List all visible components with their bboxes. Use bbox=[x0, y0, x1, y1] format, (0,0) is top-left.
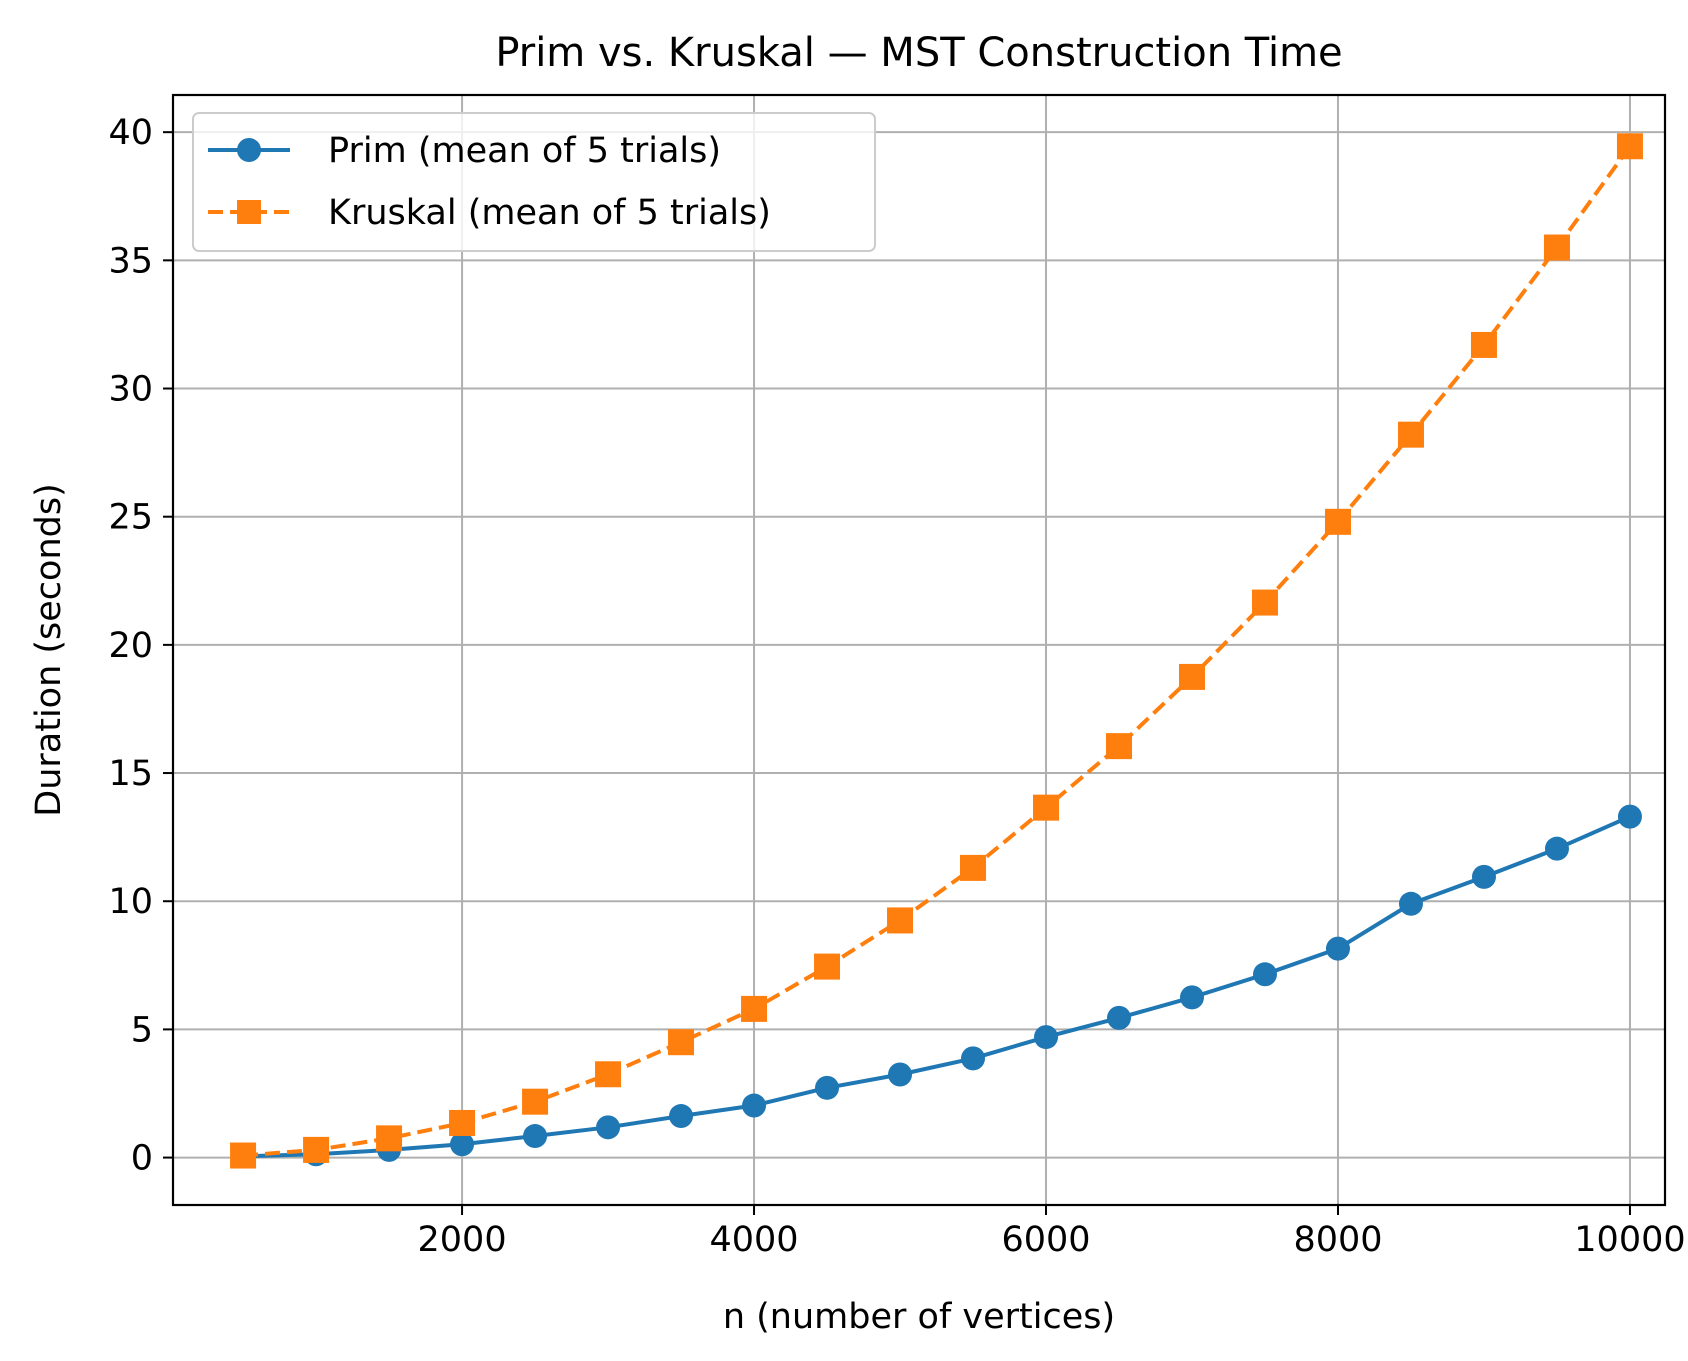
x-axis-label: n (number of vertices) bbox=[723, 1297, 1115, 1337]
data-point-kruskal bbox=[230, 1142, 257, 1169]
data-point-kruskal bbox=[668, 1029, 695, 1056]
axes-frame bbox=[171, 93, 1667, 1207]
data-point-kruskal bbox=[1251, 589, 1278, 616]
data-point-prim bbox=[1179, 985, 1204, 1010]
y-tick-label: 5 bbox=[131, 1010, 153, 1050]
y-tick-label: 30 bbox=[108, 370, 153, 410]
y-tick-label: 40 bbox=[108, 113, 153, 153]
data-point-prim bbox=[1325, 936, 1350, 961]
data-point-prim bbox=[450, 1132, 475, 1157]
x-tick-label: 4000 bbox=[709, 1220, 798, 1260]
data-point-prim bbox=[1398, 891, 1423, 916]
y-tick-label: 15 bbox=[108, 754, 153, 794]
grid bbox=[173, 95, 1665, 1205]
data-point-kruskal bbox=[1470, 331, 1497, 358]
data-point-kruskal bbox=[303, 1136, 330, 1163]
data-point-prim bbox=[523, 1124, 548, 1149]
data-point-prim bbox=[1471, 864, 1496, 889]
legend-marker-prim bbox=[237, 138, 261, 162]
data-point-prim bbox=[1617, 804, 1642, 829]
data-point-prim bbox=[815, 1075, 840, 1100]
data-point-kruskal bbox=[814, 953, 841, 980]
y-tick-label: 35 bbox=[108, 241, 153, 281]
data-point-kruskal bbox=[595, 1061, 622, 1088]
y-axis-label: Duration (seconds) bbox=[29, 483, 69, 817]
legend-box bbox=[192, 112, 876, 252]
data-point-kruskal bbox=[449, 1109, 476, 1136]
data-point-prim bbox=[1252, 962, 1277, 987]
data-point-kruskal bbox=[1397, 421, 1424, 448]
legend-label-prim: Prim (mean of 5 trials) bbox=[328, 131, 721, 171]
data-point-prim bbox=[961, 1046, 986, 1071]
data-point-kruskal bbox=[376, 1125, 403, 1152]
y-tick-label: 20 bbox=[108, 626, 153, 666]
data-point-prim bbox=[1034, 1025, 1059, 1050]
data-point-kruskal bbox=[1033, 794, 1060, 821]
x-tick-label: 8000 bbox=[1293, 1220, 1382, 1260]
legend-label-kruskal: Kruskal (mean of 5 trials) bbox=[328, 193, 771, 233]
x-tick-label: 10000 bbox=[1574, 1220, 1685, 1260]
series-line-prim bbox=[243, 814, 1631, 1159]
legend: Prim (mean of 5 trials) Kruskal (mean of… bbox=[192, 112, 876, 252]
plot-area bbox=[230, 133, 1643, 1169]
data-point-kruskal bbox=[1616, 133, 1643, 160]
data-point-kruskal bbox=[960, 854, 987, 881]
axis-ticks: 2000 4000 6000 8000 10000 0 5 10 15 20 25 30 35 40 bbox=[108, 113, 1685, 1260]
data-point-kruskal bbox=[1178, 663, 1205, 690]
data-point-kruskal bbox=[1106, 733, 1133, 760]
data-point-prim bbox=[742, 1093, 767, 1118]
data-point-kruskal bbox=[522, 1088, 549, 1115]
data-point-kruskal bbox=[741, 995, 768, 1022]
legend-marker-kruskal bbox=[237, 200, 261, 224]
data-point-prim bbox=[669, 1104, 694, 1129]
data-point-kruskal bbox=[887, 907, 914, 934]
data-point-kruskal bbox=[1543, 234, 1570, 261]
data-point-kruskal bbox=[1324, 508, 1351, 535]
data-point-prim bbox=[596, 1115, 621, 1140]
x-tick-label: 2000 bbox=[418, 1220, 507, 1260]
data-point-prim bbox=[1107, 1005, 1132, 1030]
chart-title: Prim vs. Kruskal — MST Construction Time bbox=[495, 30, 1342, 76]
y-tick-label: 10 bbox=[108, 882, 153, 922]
y-tick-label: 0 bbox=[131, 1139, 153, 1179]
x-tick-label: 6000 bbox=[1001, 1220, 1090, 1260]
data-point-prim bbox=[1544, 836, 1569, 861]
data-point-prim bbox=[888, 1062, 913, 1087]
y-tick-label: 25 bbox=[108, 498, 153, 538]
